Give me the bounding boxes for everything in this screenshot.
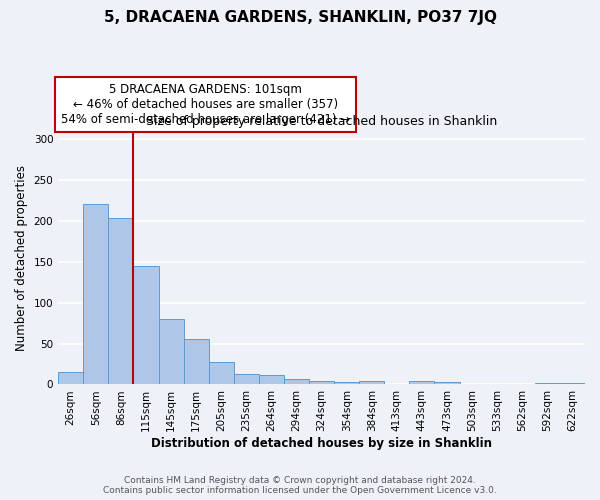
Bar: [560, 383, 585, 384]
Bar: [83, 204, 109, 384]
Bar: [58, 372, 83, 384]
Bar: [409, 381, 434, 384]
Text: Contains HM Land Registry data © Crown copyright and database right 2024.
Contai: Contains HM Land Registry data © Crown c…: [103, 476, 497, 495]
Bar: [184, 338, 209, 384]
Text: 5, DRACAENA GARDENS, SHANKLIN, PO37 7JQ: 5, DRACAENA GARDENS, SHANKLIN, PO37 7JQ: [104, 10, 497, 25]
Bar: [234, 374, 259, 384]
Bar: [535, 383, 560, 384]
Bar: [158, 319, 184, 384]
Bar: [334, 382, 359, 384]
Bar: [284, 378, 309, 384]
Text: 5 DRACAENA GARDENS: 101sqm
← 46% of detached houses are smaller (357)
54% of sem: 5 DRACAENA GARDENS: 101sqm ← 46% of deta…: [61, 82, 350, 126]
Title: Size of property relative to detached houses in Shanklin: Size of property relative to detached ho…: [146, 115, 497, 128]
Bar: [309, 381, 334, 384]
Bar: [434, 382, 460, 384]
X-axis label: Distribution of detached houses by size in Shanklin: Distribution of detached houses by size …: [151, 437, 492, 450]
Y-axis label: Number of detached properties: Number of detached properties: [15, 164, 28, 350]
Bar: [133, 266, 158, 384]
Bar: [109, 218, 133, 384]
Bar: [209, 362, 234, 384]
Bar: [359, 381, 385, 384]
Bar: [259, 376, 284, 384]
